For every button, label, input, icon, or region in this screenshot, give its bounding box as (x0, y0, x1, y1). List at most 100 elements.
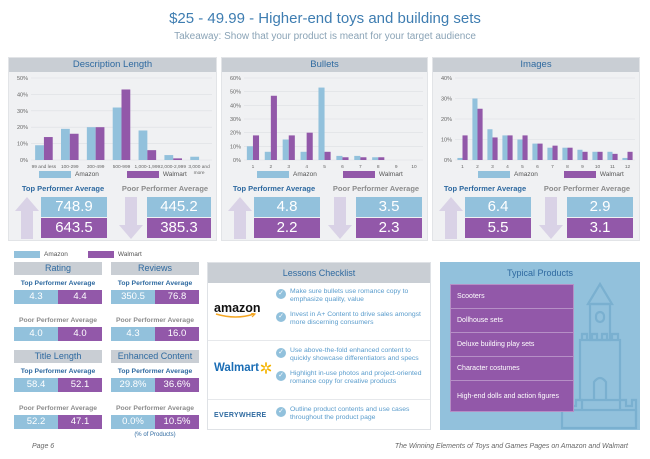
x-tick-label: 100-299 (61, 164, 79, 170)
y-tick-label: 10% (441, 138, 452, 144)
bar-amazon (372, 157, 379, 160)
arrow-up-icon (439, 197, 463, 239)
legend-label-amazon: Amazon (293, 171, 317, 178)
top-performer-label: Top Performer Average (443, 184, 527, 193)
rating-poor-amazon: 4.0 (14, 327, 58, 341)
bar-amazon (457, 157, 463, 160)
x-tick-label: 12 (625, 164, 631, 170)
typical-product-item: Scooters (451, 285, 573, 309)
bar-walmart (597, 151, 603, 160)
page-title: $25 - 49.99 - Higher-end toys and buildi… (169, 10, 481, 27)
legend-label-walmart: Walmart (162, 171, 187, 178)
y-tick-label: 10% (230, 144, 241, 150)
bar-amazon (264, 151, 271, 160)
title-length-top-amazon: 58.4 (14, 378, 58, 392)
lessons-checklist: Lessons Checklist amazon ✓ Make sure bull… (207, 262, 431, 430)
bar-walmart (95, 127, 105, 160)
arrow-up-icon (15, 197, 39, 239)
top-performer-amazon: 4.8 (254, 197, 320, 217)
chart-panel-description-length: Description Length 0% 10% 20% 30% 40% 50% 99 a… (8, 57, 217, 241)
poor-performer-walmart: 385.3 (147, 218, 211, 238)
rating-poor-walmart: 4.0 (58, 327, 102, 341)
y-tick-label: 20% (17, 125, 28, 131)
y-tick-label: 50% (230, 90, 241, 96)
x-tick-label: 3 (287, 164, 290, 170)
bar-walmart (69, 133, 79, 160)
typical-products-title: Typical Products (506, 268, 574, 278)
bar-walmart (567, 147, 573, 160)
bar-walmart (612, 153, 618, 160)
y-tick-label: 40% (17, 92, 28, 98)
bar-walmart (288, 135, 295, 160)
top-performer-amazon: 6.4 (465, 197, 531, 217)
legend-swatch-amazon (257, 171, 289, 178)
x-tick-label: 9 (395, 164, 398, 170)
poor-performer-amazon: 2.9 (567, 197, 633, 217)
bar-walmart (43, 137, 53, 160)
enhanced-top-amazon: 29.8% (111, 378, 155, 392)
check-icon: ✓ (276, 312, 286, 322)
checklist-item: ✓ Use above-the-fold enhanced content to … (276, 347, 426, 363)
chart-images: 0%10%20%30%40%1 2 3 4 5 6 7 8 9 10 11 12 (441, 76, 635, 170)
stat-title: Enhanced Content (111, 350, 199, 363)
bar-walmart (477, 108, 483, 160)
bar-walmart (582, 151, 588, 160)
legend-swatch-walmart (87, 251, 114, 258)
x-tick-label: 9 (581, 164, 584, 170)
x-tick-label: 2 (476, 164, 479, 170)
checklist-walmart-row: Walmart ✓ Use above-the-fold enhanced con… (208, 342, 430, 400)
rating-top-walmart: 4.4 (58, 290, 102, 304)
reviews-poor-amazon: 4.3 (111, 327, 155, 341)
rating-top-amazon: 4.3 (14, 290, 58, 304)
bar-walmart (324, 151, 331, 160)
legend-swatch-walmart (126, 171, 159, 178)
typical-products: Typical Products Scooters Dollhouse sets… (440, 262, 640, 430)
bar-walmart (378, 157, 385, 160)
title-length-poor-walmart: 47.1 (58, 415, 102, 429)
percent-products-note: (% of Products) (134, 432, 176, 438)
poor-performer-walmart: 2.3 (356, 218, 422, 238)
x-tick-label: 2 (270, 164, 273, 170)
bar-amazon (300, 151, 307, 160)
y-tick-label: 0% (20, 158, 28, 164)
poor-performer-amazon: 445.2 (147, 197, 211, 217)
typical-products-list: Scooters Dollhouse sets Deluxe building … (450, 284, 574, 412)
x-tick-label: 3,000 and (188, 164, 210, 170)
x-tick-label: 8 (377, 164, 380, 170)
bar-amazon (282, 139, 289, 160)
chart-bullets: 0% 10% 20% 30% 40% 50% 60% 1 2 3 4 5 6 7 8 9 10 (230, 76, 423, 170)
x-tick-label: 5 (521, 164, 524, 170)
bar-amazon (622, 157, 628, 160)
x-tick-label: 4 (305, 164, 308, 170)
y-tick-label: 30% (230, 117, 241, 123)
y-tick-label: 0% (233, 158, 241, 164)
check-icon: ✓ (276, 407, 286, 417)
top-performer-walmart: 2.2 (254, 218, 320, 238)
page-subtitle: Takeaway: Show that your product is mean… (174, 31, 476, 42)
x-tick-label: 8 (566, 164, 569, 170)
x-tick-label: 300-499 (87, 164, 105, 170)
bar-walmart (522, 135, 528, 160)
poor-performer-label: Poor Performer Average (121, 184, 209, 193)
x-tick-label: 6 (536, 164, 539, 170)
x-tick-label: 1,000-1,999 (135, 164, 161, 170)
typical-product-item: Deluxe building play sets (451, 333, 573, 357)
check-icon: ✓ (276, 348, 286, 358)
bar-walmart (306, 132, 313, 160)
castle-toy-icon (560, 282, 638, 430)
y-tick-label: 20% (230, 131, 241, 137)
bar-amazon (190, 156, 200, 160)
reviews-top-walmart: 76.8 (155, 290, 199, 304)
x-tick-label: 7 (551, 164, 554, 170)
top-performer-label: Top Performer Average (117, 368, 193, 375)
check-icon: ✓ (276, 371, 286, 381)
chart-legend: Amazon Walmart (478, 171, 624, 178)
poor-performer-walmart: 3.1 (567, 218, 633, 238)
top-performer-label: Top Performer Average (232, 184, 316, 193)
typical-product-item: Dollhouse sets (451, 309, 573, 333)
bar-amazon (60, 128, 70, 160)
legend-swatch-amazon (478, 171, 510, 178)
reviews-poor-walmart: 16.0 (155, 327, 199, 341)
bar-amazon (318, 87, 325, 160)
enhanced-poor-walmart: 10.5% (155, 415, 199, 429)
